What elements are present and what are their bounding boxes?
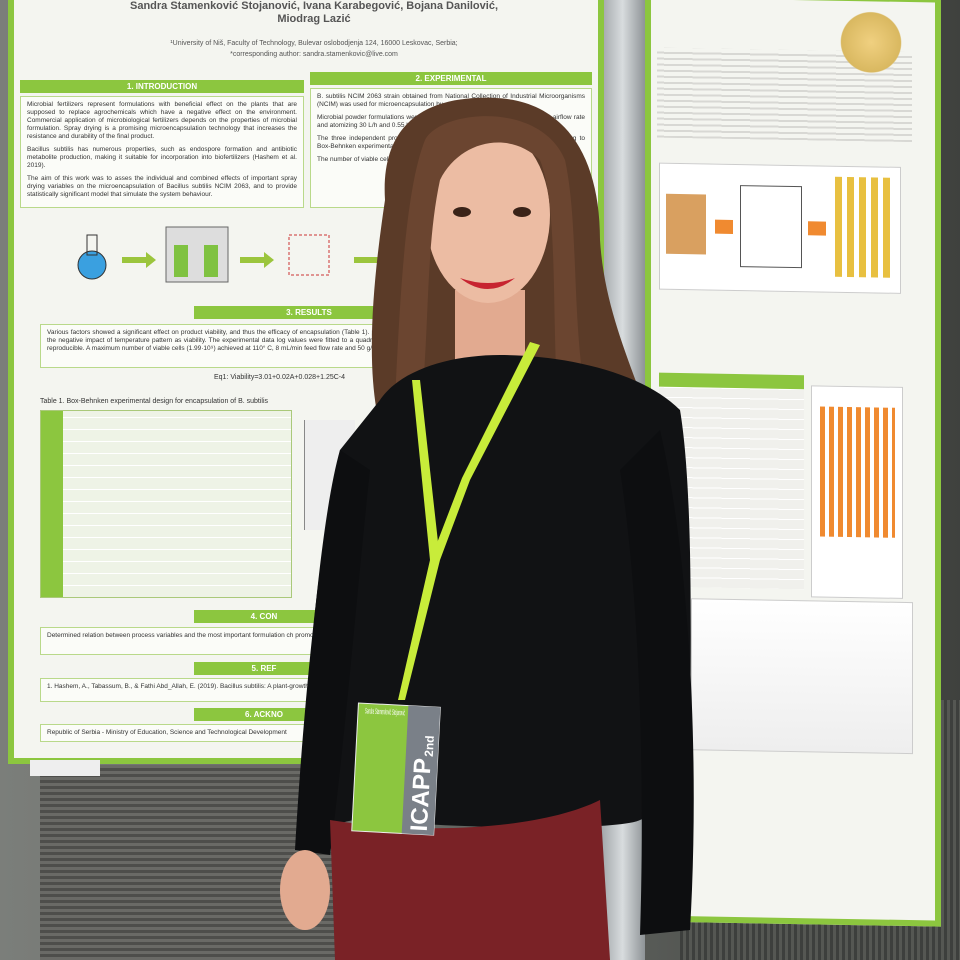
arm-left [295,450,370,855]
eye [453,207,471,217]
badge-name: Sandra Stamenković Stojanović [365,706,405,717]
trousers [330,800,610,960]
paragraph: Bacillus subtilis has numerous propertie… [27,146,297,169]
poster-authors-2: Miodrag Lazić [277,13,351,25]
arrow [240,252,274,268]
hand [280,850,330,930]
arm-right [620,430,694,935]
badge-event: ICAPP [406,757,437,832]
process-scheme [77,226,388,283]
poster-affiliation: ¹University of Niš, Faculty of Technolog… [170,40,458,47]
lanyard [398,380,440,700]
bottle [204,245,218,277]
table-index-column [41,411,63,597]
lips [460,278,515,289]
badge-edition: 2nd [422,735,437,757]
table-caption: Table 1. Box-Behnken experimental design… [40,398,269,405]
equation: Eq1: Viability=3.01+0.02A+0.028+1.25C-4 [214,374,346,381]
poster-authors: Sandra Stamenković Stojanović, Ivana Kar… [129,0,499,12]
section-heading: 1. INTRODUCTION [20,80,304,93]
section-heading: 3. RESULTS [194,306,424,319]
arrow [122,252,156,268]
lanyard [432,342,540,560]
badge: Sandra Stamenković Stojanović ICAPP 2nd [351,702,441,836]
paragraph: Microbial fertilizers represent formulat… [27,101,297,140]
table [40,410,292,598]
section-heading: 6. ACKNO [194,708,334,721]
flask-icon [77,250,107,280]
poster-contact: *corresponding author: sandra.stamenkovi… [230,51,398,58]
bottle [174,245,188,277]
intro-box: Microbial fertilizers represent formulat… [20,96,304,208]
flask-neck [86,234,98,256]
face [426,127,550,303]
eye [513,207,531,217]
section-heading: 5. REF [194,662,334,675]
section-heading: 4. CON [194,610,334,623]
paragraph: The aim of this work was to asses the in… [27,175,297,198]
section-heading: 2. EXPERIMENTAL [310,72,592,85]
label-card [30,760,100,776]
badge-strip [401,705,441,836]
paragraph: Various factors showed a significant eff… [47,329,593,352]
paragraph: B. subtilis NCIM 2063 strain obtained fr… [317,93,585,108]
design-cube [288,234,330,276]
